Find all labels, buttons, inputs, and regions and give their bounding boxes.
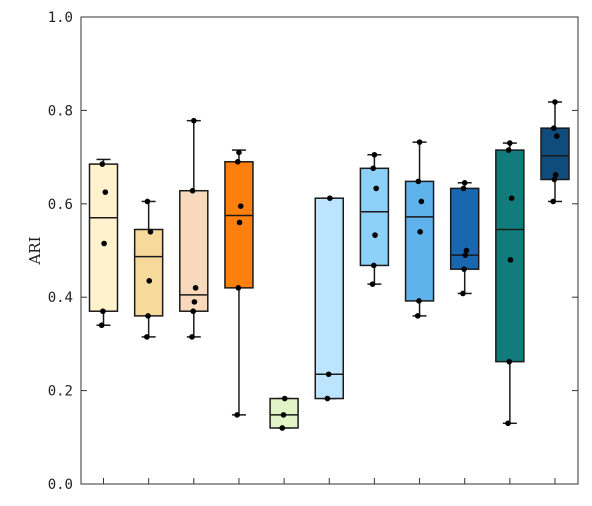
data-point bbox=[370, 165, 377, 172]
box-6 bbox=[314, 195, 344, 402]
iqr-box bbox=[404, 180, 435, 302]
data-point bbox=[506, 358, 513, 365]
data-point bbox=[415, 178, 422, 185]
data-point bbox=[417, 229, 423, 235]
data-point bbox=[101, 240, 107, 247]
data-point bbox=[505, 147, 512, 153]
data-point bbox=[234, 158, 241, 165]
data-point bbox=[552, 172, 559, 178]
data-point bbox=[508, 195, 515, 201]
data-point bbox=[325, 371, 332, 378]
y-axis-title: ARI bbox=[26, 236, 44, 265]
data-point bbox=[145, 313, 151, 319]
data-point bbox=[551, 176, 558, 183]
data-point bbox=[460, 185, 467, 192]
iqr-box bbox=[495, 149, 525, 363]
box-3 bbox=[179, 117, 209, 340]
box-series bbox=[88, 99, 570, 431]
data-point bbox=[98, 322, 105, 329]
y-tick-label: 0.0 bbox=[48, 477, 73, 493]
y-tick-label: 1.0 bbox=[48, 10, 73, 26]
data-point bbox=[144, 334, 150, 340]
y-tick-label: 0.6 bbox=[48, 197, 73, 213]
data-point bbox=[234, 412, 240, 418]
y-tick-label: 0.8 bbox=[48, 103, 73, 119]
y-tick-label: 0.4 bbox=[48, 290, 73, 306]
box-7 bbox=[359, 151, 390, 287]
data-point bbox=[279, 425, 286, 431]
data-point bbox=[235, 285, 242, 291]
data-point bbox=[280, 412, 287, 418]
data-point bbox=[462, 252, 469, 258]
data-point bbox=[414, 313, 421, 319]
data-point bbox=[189, 334, 195, 340]
box-1 bbox=[88, 158, 119, 329]
data-point bbox=[99, 161, 106, 167]
box-8 bbox=[404, 139, 435, 319]
box-11 bbox=[540, 99, 570, 205]
box-4 bbox=[224, 149, 254, 418]
data-point bbox=[281, 395, 288, 402]
data-point bbox=[507, 257, 514, 263]
data-point bbox=[416, 139, 423, 145]
data-point bbox=[369, 281, 376, 287]
data-point bbox=[461, 179, 468, 186]
data-point bbox=[190, 308, 196, 315]
data-point bbox=[371, 262, 377, 269]
data-point bbox=[191, 299, 198, 305]
box-5 bbox=[269, 395, 299, 431]
iqr-box bbox=[314, 197, 344, 400]
data-point bbox=[324, 395, 331, 402]
data-point bbox=[463, 247, 470, 254]
data-point bbox=[551, 125, 557, 131]
data-point bbox=[550, 198, 556, 205]
data-point bbox=[416, 298, 422, 304]
data-point bbox=[460, 290, 466, 297]
iqr-box bbox=[359, 167, 390, 267]
iqr-box bbox=[133, 228, 164, 317]
data-point bbox=[237, 203, 244, 209]
y-tick-label: 0.2 bbox=[48, 384, 73, 400]
data-point bbox=[236, 219, 243, 226]
data-point bbox=[505, 420, 511, 427]
box-9 bbox=[449, 179, 480, 297]
data-point bbox=[191, 117, 197, 124]
data-point bbox=[102, 189, 109, 195]
data-point bbox=[552, 99, 558, 105]
data-point bbox=[554, 133, 560, 139]
data-point bbox=[373, 185, 380, 192]
data-point bbox=[192, 285, 199, 291]
data-point bbox=[371, 151, 378, 158]
data-point bbox=[507, 140, 513, 146]
x-axis bbox=[103, 478, 556, 484]
data-point bbox=[189, 187, 196, 194]
data-point bbox=[147, 229, 154, 235]
data-point bbox=[327, 195, 333, 201]
data-point bbox=[461, 266, 467, 272]
iqr-box bbox=[88, 163, 119, 312]
data-point bbox=[372, 232, 378, 238]
data-point bbox=[236, 149, 242, 156]
data-point bbox=[418, 198, 425, 205]
box-10 bbox=[495, 140, 525, 427]
data-point bbox=[100, 308, 106, 315]
data-point bbox=[144, 198, 151, 205]
data-point bbox=[146, 278, 153, 284]
box-2 bbox=[133, 198, 164, 340]
y-axis: 0.0 0.2 0.4 0.6 0.8 1.0 bbox=[48, 10, 578, 493]
iqr-box bbox=[179, 189, 209, 312]
